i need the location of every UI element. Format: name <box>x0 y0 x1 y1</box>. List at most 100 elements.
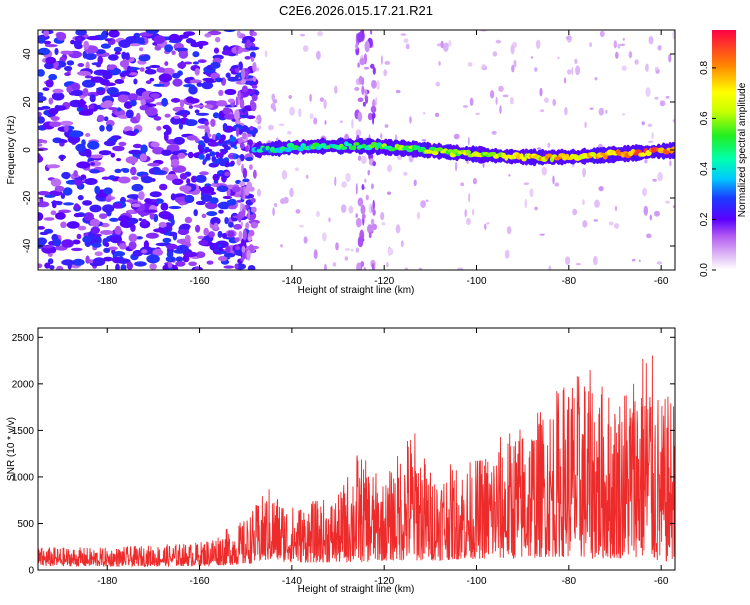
snr-series-group <box>38 355 675 568</box>
spectrogram-cell <box>89 169 101 174</box>
spectrogram-cell <box>249 125 254 131</box>
spectrogram-cell <box>554 182 560 187</box>
spectrogram-cell <box>50 210 57 216</box>
snr-frame <box>37 327 676 571</box>
spectrogram-cell <box>187 151 194 159</box>
spectrogram-cell <box>236 127 240 137</box>
spectrogram-cell <box>467 62 473 67</box>
spectrogram-cell <box>481 64 487 69</box>
spectrogram-cell <box>101 30 109 39</box>
spectrogram-cell <box>110 152 116 158</box>
spectrogram-cell <box>670 146 675 152</box>
spectrogram-cell <box>213 222 219 230</box>
spectrogram-cell <box>206 211 218 217</box>
spectrogram-cell <box>51 92 65 101</box>
spectrogram-cell <box>162 213 172 220</box>
spectrogram-cell <box>246 115 256 120</box>
spectrogram-cell <box>222 148 228 154</box>
spectrogram-cell <box>97 114 105 122</box>
spectrogram-cell <box>215 136 219 141</box>
spectrogram-cell <box>240 188 244 200</box>
spectrogram-cell <box>128 72 138 76</box>
spectrogram-cell <box>375 96 378 106</box>
spectrogram-cell <box>472 177 477 185</box>
spectrogram-cell <box>210 72 221 80</box>
spectrogram-cell <box>224 160 230 168</box>
spectrogram-cell <box>400 240 404 248</box>
spectrogram-cell <box>201 213 207 219</box>
spectrogram-cell <box>106 124 113 132</box>
spectrogram-cell <box>654 210 660 217</box>
spectrogram-cell <box>357 155 362 161</box>
spectrogram-cell <box>227 98 235 104</box>
spectrogram-cell <box>222 195 233 200</box>
spectrogram-cell <box>316 50 321 60</box>
spectrogram-cell <box>204 33 212 38</box>
spectrogram-cell <box>204 120 210 127</box>
spectrogram-cell <box>162 81 170 86</box>
spectrogram-cell <box>443 42 449 52</box>
spectrogram-cell <box>599 30 605 38</box>
spectrogram-cell <box>300 143 306 148</box>
spectrogram-cell <box>316 211 320 217</box>
spectrogram-cell <box>247 265 256 270</box>
spectrogram-cell <box>75 143 86 152</box>
spectrogram-cell <box>289 187 294 198</box>
spectrogram-cell <box>217 201 231 210</box>
spectrogram-cell <box>198 140 205 146</box>
spectrogram-cell <box>371 183 374 190</box>
spectrogram-cell <box>100 43 111 49</box>
spectrogram-cell <box>361 184 365 191</box>
spectrogram-cell <box>139 153 148 162</box>
spectrogram-cell <box>672 204 675 209</box>
spectrogram-cell <box>313 249 318 260</box>
spectrogram-cell <box>128 241 137 250</box>
spectrogram-cell <box>634 149 642 154</box>
spectrogram-cell <box>437 147 443 152</box>
snr-x-label: Height of straight line (km) <box>298 584 415 595</box>
spectrogram-cell <box>628 51 633 59</box>
spectrogram-cell <box>51 200 63 205</box>
spectrogram-cell <box>168 205 182 210</box>
spectrogram-cell <box>384 124 389 128</box>
spectrogram-cell <box>448 40 452 47</box>
spectrogram-cell <box>278 123 285 127</box>
spectrogram-y-tick-label: -20 <box>22 190 33 205</box>
spectrogram-cell <box>143 240 149 250</box>
spectrogram-cell <box>104 100 114 108</box>
spectrogram-cell <box>489 90 495 99</box>
spectrogram-cell <box>654 66 659 71</box>
spectrogram-cell <box>204 100 218 105</box>
spectrogram-cell <box>238 230 243 242</box>
spectrogram-cell <box>361 213 366 220</box>
spectrogram-cell <box>103 187 113 195</box>
spectrogram-cell <box>155 170 167 175</box>
spectrogram-cell <box>357 197 364 207</box>
spectrogram-cell <box>153 83 165 87</box>
spectrogram-cell <box>457 267 464 270</box>
spectrogram-cell <box>370 63 375 69</box>
spectrogram-cell <box>177 62 187 69</box>
spectrogram-cell <box>645 87 651 97</box>
spectrogram-cell <box>150 141 160 148</box>
spectrogram-cell <box>364 95 369 101</box>
spectrogram-cell <box>184 216 192 224</box>
spectrogram-cell <box>355 247 360 253</box>
spectrogram-cell <box>59 154 65 162</box>
spectrogram-cell <box>250 99 255 108</box>
spectrogram-cell <box>145 30 159 34</box>
spectrogram-cell <box>234 237 240 243</box>
spectrogram-cell <box>156 125 162 131</box>
spectrogram-cell <box>372 161 377 167</box>
spectrogram-cell <box>582 220 588 228</box>
spectrogram-cell <box>207 141 220 147</box>
spectrogram-cell <box>241 245 246 253</box>
spectrogram-cell <box>145 66 151 70</box>
spectrogram-cell <box>552 175 555 185</box>
spectrogram-cell <box>252 76 257 82</box>
spectrogram-cell <box>360 155 367 164</box>
spectrogram-cell <box>48 97 54 105</box>
spectrogram-cell <box>593 255 598 266</box>
spectrogram-cell <box>66 85 73 93</box>
spectrogram-cell <box>274 203 278 207</box>
